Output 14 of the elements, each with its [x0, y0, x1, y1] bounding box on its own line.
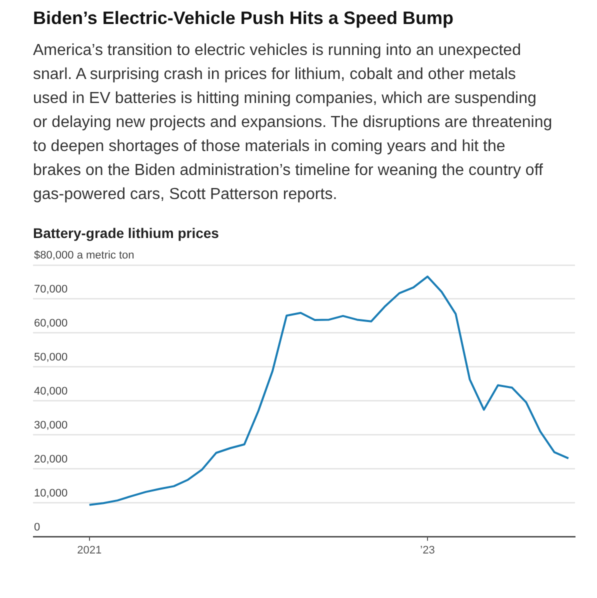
y-tick-label: 10,000	[34, 487, 68, 500]
x-tick-label: 2021	[77, 544, 102, 556]
y-tick-label: 60,000	[34, 317, 68, 330]
text: America’s transition to electric vehicles is running into an unexpected snarl. A surprising crash in prices for lithium, cobalt and other metals used in EV batteries is hitting mining companies, which are suspending or delaying new projects and expansions. The disruptions are threatening to deepen shortages of those materials in coming years and hit the brakes on the Biden administration’s timeline for weaning the country off gas-powered cars, Scott Patterson reports.	[33, 41, 553, 205]
x-tick-label: ’23	[420, 544, 435, 556]
y-tick-label: 70,000	[34, 284, 68, 296]
y-tick-label: 30,000	[34, 419, 68, 432]
y-tick-label: 40,000	[34, 385, 68, 398]
y-tick-label: 50,000	[34, 351, 68, 364]
text: Biden’s Electric-Vehicle Push Hits a Speed Bump	[33, 8, 454, 29]
y-tick-label: 0	[34, 521, 40, 534]
y-tick-label: $80,000 a metric ton	[34, 250, 134, 262]
chart-title: Battery-grade lithium prices	[33, 225, 220, 241]
y-tick-label: 20,000	[34, 453, 68, 466]
